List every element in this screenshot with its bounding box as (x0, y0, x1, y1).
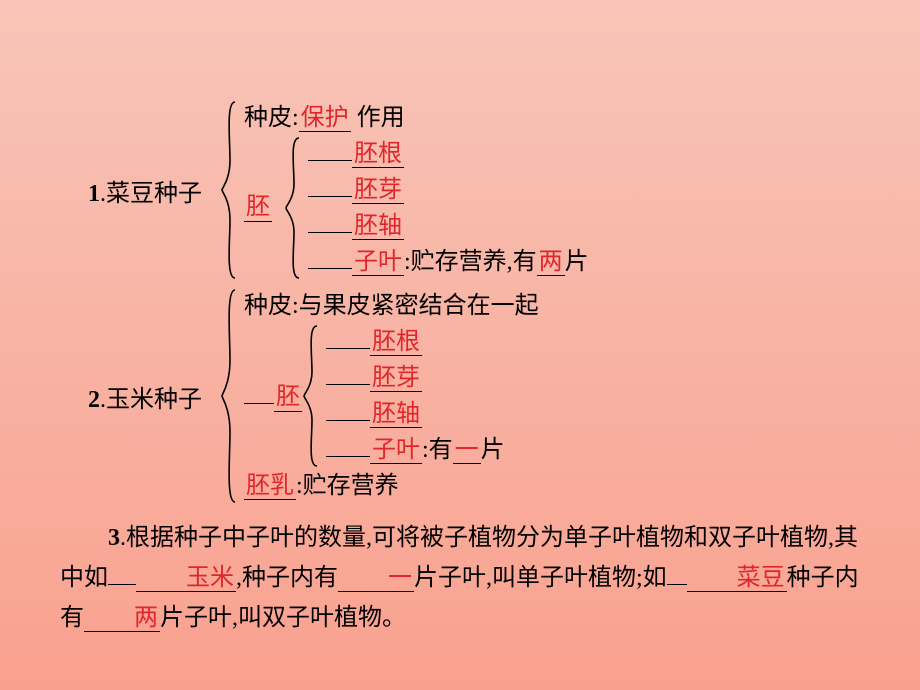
brace-icon (302, 324, 320, 468)
item2-row1: 种皮:与果皮紧密结合在一起 (244, 288, 539, 324)
slide-content: 1.菜豆种子 种皮:保护 作用 胚 胚根 胚芽 胚轴 (60, 100, 860, 638)
item2-row3: 胚乳:贮存营养 (244, 468, 539, 504)
item-2-label: 2.玉米种子 (60, 379, 220, 414)
item1-row1: 种皮:保护 作用 (244, 100, 589, 136)
item-1: 1.菜豆种子 种皮:保护 作用 胚 胚根 胚芽 胚轴 (60, 100, 860, 280)
brace-icon (220, 100, 238, 280)
para-num: 3 (108, 525, 120, 551)
item2-embryo: 胚 胚根 胚芽 胚轴 子叶:有一片 (244, 324, 539, 468)
item-1-label: 1.菜豆种子 (60, 173, 220, 208)
item-2-num: 2 (88, 387, 100, 413)
paragraph-3: 3.根据种子中子叶的数量,可将被子植物分为单子叶植物和双子叶植物,其中如玉米,种… (60, 518, 860, 638)
item-2: 2.玉米种子 种皮:与果皮紧密结合在一起 胚 胚根 胚芽 胚轴 (60, 288, 860, 504)
brace-icon (284, 136, 302, 280)
brace-icon (220, 288, 238, 504)
item1-embryo: 胚 胚根 胚芽 胚轴 子叶:贮存营养,有两片 (244, 136, 589, 280)
item-1-num: 1 (88, 181, 100, 207)
